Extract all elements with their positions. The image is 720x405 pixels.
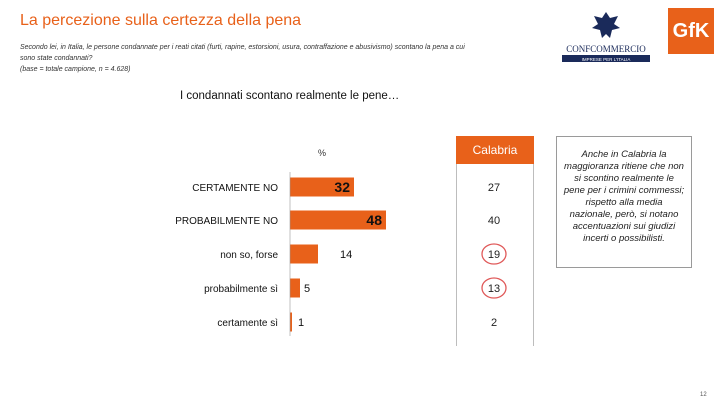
eagle-icon — [592, 12, 620, 38]
category-label: PROBABILMENTE NO — [175, 216, 278, 227]
confcommercio-tagline: IMPRESE PER L'ITALIA — [582, 57, 631, 62]
region-column-header: Calabria — [456, 136, 534, 164]
bar — [290, 278, 300, 298]
gfk-logo: GfK — [668, 8, 714, 54]
bar — [290, 210, 386, 230]
bar-value-label: 32 — [334, 179, 350, 195]
commentary-box: Anche in Calabria la maggioranza ritiene… — [556, 136, 692, 268]
bar — [290, 312, 292, 332]
category-label: CERTAMENTE NO — [192, 183, 278, 194]
highlight-circle — [481, 277, 507, 299]
page-title: La percezione sulla certezza della pena — [20, 12, 302, 29]
bar-value-label: 5 — [304, 283, 310, 295]
percent-unit-label: % — [318, 148, 327, 158]
bar-value-label: 14 — [340, 249, 352, 261]
region-value-label: 13 — [488, 283, 500, 295]
highlight-circle — [481, 243, 507, 265]
bar — [290, 177, 354, 197]
region-value-label: 27 — [488, 182, 500, 194]
page-number: 12 — [700, 392, 707, 398]
confcommercio-logo: CONFCOMMERCIO IMPRESE PER L'ITALIA — [558, 8, 654, 64]
bar-value-label: 48 — [366, 212, 382, 228]
region-column-left-border — [456, 164, 457, 346]
region-column-right-border — [533, 164, 534, 346]
bar-value-label: 1 — [298, 317, 304, 329]
question-text-1: Secondo lei, in Italia, le persone conda… — [20, 44, 465, 51]
category-label: non so, forse — [220, 250, 278, 261]
bar — [290, 244, 318, 264]
survey-question: Secondo lei, in Italia, le persone conda… — [20, 42, 520, 75]
chart-subtitle: I condannati scontano realmente le pene… — [180, 90, 400, 102]
region-value-label: 2 — [491, 317, 497, 329]
category-label: certamente sì — [217, 318, 278, 329]
base-note: (base = totale campione, n = 4.628) — [20, 66, 131, 73]
confcommercio-name: CONFCOMMERCIO — [566, 44, 646, 54]
category-label: probabilmente sì — [204, 284, 278, 295]
question-text-2: sono state condannati? — [20, 55, 93, 62]
region-value-label: 40 — [488, 215, 500, 227]
region-value-label: 19 — [488, 249, 500, 261]
